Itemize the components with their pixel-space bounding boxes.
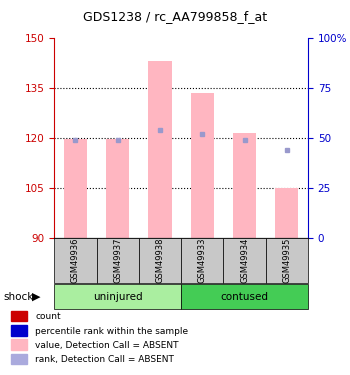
Text: value, Detection Call = ABSENT: value, Detection Call = ABSENT [35,341,178,350]
Bar [54,284,181,309]
Text: GSM49934: GSM49934 [240,238,249,284]
Bar [275,188,299,238]
Bar [106,140,129,238]
Text: uninjured: uninjured [93,292,142,302]
Bar [148,61,172,238]
Text: ▶: ▶ [32,292,41,302]
Text: percentile rank within the sample: percentile rank within the sample [35,327,188,336]
Bar [64,140,87,238]
Text: GSM49938: GSM49938 [155,238,164,284]
Bar [139,238,181,283]
Bar [223,238,266,283]
Bar [54,238,97,283]
Bar [181,284,308,309]
Text: rank, Detection Call = ABSENT: rank, Detection Call = ABSENT [35,355,174,364]
Bar [191,93,214,238]
Bar [181,238,223,283]
Text: contused: contused [220,292,268,302]
Text: GSM49933: GSM49933 [198,238,207,284]
Text: GSM49937: GSM49937 [113,238,122,284]
Text: count: count [35,312,61,321]
Text: GSM49936: GSM49936 [71,238,80,284]
Bar [233,133,256,238]
Text: GDS1238 / rc_AA799858_f_at: GDS1238 / rc_AA799858_f_at [83,10,267,23]
Text: GSM49935: GSM49935 [282,238,291,284]
Bar [266,238,308,283]
Text: shock: shock [4,292,34,302]
Bar [97,238,139,283]
